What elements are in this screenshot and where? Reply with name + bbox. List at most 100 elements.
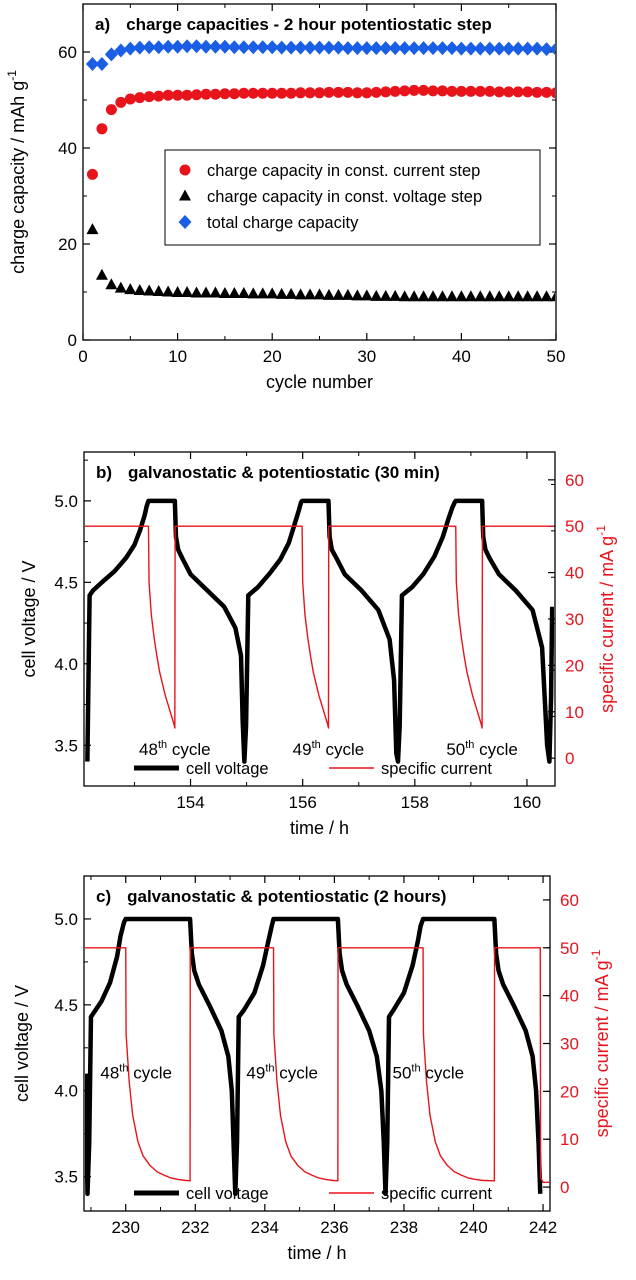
data-point	[550, 87, 555, 99]
y-axis-label: cell voltage / V	[19, 560, 39, 677]
panel-b: 154 156 158 160 3.5 4.0 4.5 5.0 0 10 20 30 40 50 60 tim…	[19, 451, 617, 838]
cycle-suffix: th	[465, 739, 474, 751]
data-point	[492, 41, 506, 56]
data-point	[304, 288, 317, 300]
data-point	[436, 290, 449, 302]
legend-box	[164, 149, 541, 246]
y-axis-label: cell voltage / V	[12, 985, 32, 1102]
data-point	[407, 41, 421, 56]
data-point	[303, 40, 317, 55]
y-tick-label: 3.5	[54, 1168, 78, 1187]
data-point	[246, 40, 260, 55]
data-point	[95, 268, 108, 280]
data-point	[379, 41, 393, 56]
data-point	[511, 41, 525, 56]
data-point	[540, 42, 554, 57]
y2-tick-label: 10	[560, 1130, 579, 1149]
data-point	[531, 86, 543, 98]
data-point	[351, 289, 364, 301]
data-point	[521, 290, 534, 302]
data-point	[455, 290, 468, 302]
data-point	[275, 287, 288, 299]
data-point	[341, 41, 355, 56]
panel-a: 0 10 20 30 40 50 0 20 40 60 cycle number charge cap…	[5, 3, 566, 392]
data-point	[276, 87, 288, 99]
legend-marker	[179, 164, 191, 176]
plot-area	[85, 916, 549, 1197]
panel-title-text: galvanostatic & potentiostatic (30 min)	[128, 463, 440, 482]
data-point	[454, 41, 468, 56]
data-point	[162, 89, 174, 101]
y2-tick-label: 20	[565, 656, 584, 675]
y2-tick-label: 50	[560, 939, 579, 958]
y-tick-label: 60	[58, 43, 77, 62]
panel-c: 230 232 234 236 238 240 242 3.5 4.0 4.5 5.0 0 10 20 30…	[12, 875, 612, 1263]
cycle-word: cycle	[421, 1064, 464, 1083]
data-point	[445, 290, 458, 302]
panel-title-text: charge capacities - 2 hour potentiostati…	[126, 15, 492, 34]
data-point	[284, 40, 298, 55]
data-point	[105, 104, 117, 116]
cycle-number: 49	[293, 740, 312, 759]
x-tick-label: 156	[288, 793, 316, 812]
series-line-0	[85, 498, 554, 764]
cycle-word: cycle	[275, 1064, 318, 1083]
x-tick-label: 40	[452, 347, 471, 366]
data-point	[360, 289, 373, 301]
series-0	[86, 84, 555, 180]
y2-tick-label: 20	[560, 1082, 579, 1101]
plot-area	[85, 39, 555, 302]
data-point	[512, 86, 524, 98]
cycle-label: 48th cycle	[139, 739, 211, 759]
cycle-suffix: th	[411, 1063, 420, 1075]
data-point	[285, 87, 297, 99]
y-axis-label-text: cell voltage / V	[19, 560, 39, 677]
data-point	[502, 290, 515, 302]
data-point	[190, 286, 203, 298]
data-point	[190, 39, 204, 54]
x-tick-label: 158	[401, 793, 429, 812]
y2-tick-label: 30	[560, 1035, 579, 1054]
y-tick-label: 0	[68, 331, 77, 350]
cycle-suffix: th	[158, 739, 167, 751]
data-point	[171, 285, 184, 297]
y-axis-label-sup: -1	[5, 70, 19, 81]
panel-label: c)	[96, 887, 111, 906]
data-point	[294, 288, 307, 300]
data-point	[275, 40, 289, 55]
y2-tick-label: 40	[560, 987, 579, 1006]
data-point	[152, 285, 165, 297]
y2-axis-label-sup: -1	[594, 525, 608, 536]
data-point	[208, 39, 222, 54]
y2-tick-label: 10	[565, 703, 584, 722]
legend-label: charge capacity in const. voltage step	[207, 188, 482, 206]
y2-axis-label-text: specific current / mA g	[592, 960, 612, 1137]
x-tick-label: 230	[112, 1218, 140, 1237]
x-tick-label: 232	[181, 1218, 209, 1237]
data-point	[503, 86, 515, 98]
data-point	[398, 41, 412, 56]
data-point	[313, 288, 326, 300]
data-point	[389, 85, 401, 97]
x-tick-label: 234	[251, 1218, 279, 1237]
x-tick-label: 236	[320, 1218, 348, 1237]
data-point	[323, 86, 335, 98]
x-tick-label: 50	[547, 347, 566, 366]
data-point	[134, 92, 146, 104]
data-point	[445, 41, 459, 56]
data-point	[295, 87, 307, 99]
data-point	[332, 288, 345, 300]
x-axis-label: cycle number	[266, 372, 373, 392]
cycle-number: 49	[246, 1064, 265, 1083]
cycle-number: 48	[139, 740, 158, 759]
x-axis-label: time / h	[290, 818, 349, 838]
data-point	[464, 41, 478, 56]
x-tick-label: 10	[168, 347, 187, 366]
y2-tick-label: 0	[565, 749, 574, 768]
data-point	[455, 85, 467, 97]
x-tick-label: 240	[459, 1218, 487, 1237]
y2-tick-label: 60	[560, 891, 579, 910]
cycle-number: 48	[100, 1064, 119, 1083]
y2-tick-label: 40	[565, 564, 584, 583]
y2-tick-label: 30	[565, 610, 584, 629]
